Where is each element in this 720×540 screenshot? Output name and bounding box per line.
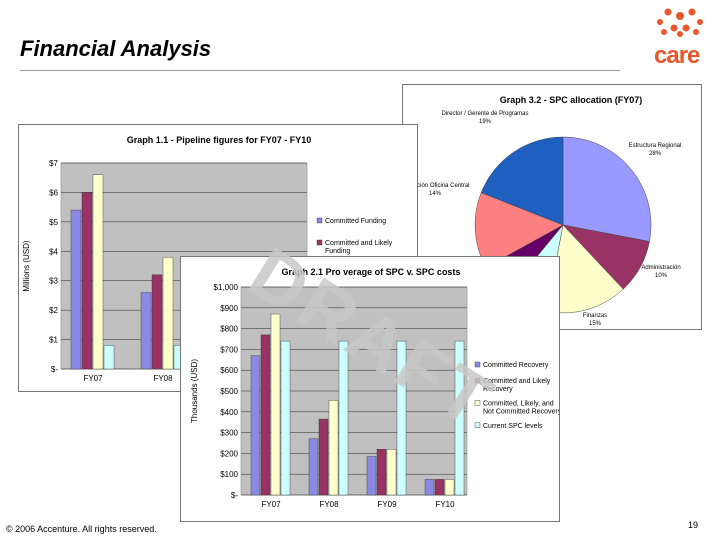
chart-title: Graph 1.1 - Pipeline figures for FY07 - … (127, 135, 312, 145)
x-tick-label: FY08 (319, 500, 339, 509)
y-tick-label: $900 (220, 304, 238, 313)
y-tick-label: $200 (220, 449, 238, 458)
title-divider (20, 70, 620, 71)
care-logo-icon (657, 8, 703, 37)
y-tick-label: $400 (220, 408, 238, 417)
y-tick-label: $500 (220, 387, 238, 396)
care-logo-text: care (654, 42, 700, 69)
y-axis-label: Millions (USD) (22, 240, 31, 291)
bar (444, 479, 455, 496)
y-tick-label: $300 (220, 429, 238, 438)
y-tick-label: $1 (49, 336, 58, 345)
pie-label: Director / Gerente de Programas 19% (441, 111, 528, 125)
bar (366, 456, 377, 496)
y-tick-label: $800 (220, 325, 238, 334)
y-tick-label: $5 (49, 218, 58, 227)
legend-swatch (316, 217, 323, 224)
y-tick-label: $6 (49, 188, 58, 197)
y-tick-label: $2 (49, 306, 58, 315)
bar (386, 449, 397, 496)
bar (103, 345, 115, 370)
pie-label: Administración 10% (641, 265, 680, 279)
bar (70, 209, 82, 370)
bar (270, 313, 281, 496)
x-tick-label: FY10 (435, 500, 455, 509)
bar (376, 449, 387, 496)
pie-slice (480, 136, 564, 226)
pie-label: Finanzas 15% (583, 313, 607, 327)
x-tick-label: FY09 (377, 500, 397, 509)
legend-swatch (474, 400, 481, 406)
legend-label: Committed Funding (325, 218, 386, 225)
legend-swatch (474, 377, 481, 384)
y-tick-label: $600 (220, 366, 238, 375)
chart-title: Graph 2.1 Pro verage of SPC v. SPC costs (282, 267, 461, 277)
y-tick-label: $3 (49, 277, 58, 286)
legend-label: Committed and Likely Recovery (483, 378, 551, 393)
x-tick-label: FY07 (83, 374, 103, 383)
bar (396, 340, 407, 496)
y-axis-label: Thousands (USD) (190, 359, 199, 423)
bar (454, 340, 465, 496)
bar (92, 174, 104, 370)
y-tick-label: $1,000 (214, 283, 239, 292)
x-tick-label: FY08 (153, 374, 173, 383)
copyright-footer: © 2006 Accenture. All rights reserved. (6, 524, 157, 534)
spc-coverage-chart-card: Graph 2.1 Pro verage of SPC v. SPC costs… (180, 256, 560, 522)
legend-swatch (474, 422, 481, 429)
bar (424, 479, 435, 496)
legend-label: Committed and Likely Funding (325, 240, 393, 255)
bar (260, 334, 271, 496)
chart-title: Graph 3.2 - SPC allocation (FY07) (500, 95, 643, 105)
spc-coverage-bar-chart: Graph 2.1 Pro verage of SPC v. SPC costs… (190, 267, 559, 509)
y-tick-label: $7 (49, 159, 58, 168)
bar (280, 340, 291, 496)
legend-label: Committed Recovery (483, 362, 549, 369)
pie-label: Estructura Regional 28% (629, 143, 682, 157)
bar (140, 292, 152, 370)
bar (250, 355, 261, 496)
page-number: 19 (688, 520, 699, 530)
y-tick-label: $- (231, 491, 238, 500)
x-tick-label: FY07 (261, 500, 281, 509)
legend-label: Committed, Likely, and Not Committed Reco… (483, 400, 559, 415)
pie-label: Operación Oficina Central 14% (403, 183, 470, 197)
bar (162, 256, 174, 370)
bar (308, 438, 319, 496)
bar (318, 418, 329, 496)
pie-slice (562, 136, 652, 242)
bar (434, 479, 445, 496)
y-tick-label: $100 (220, 470, 238, 479)
bar (338, 340, 349, 496)
y-tick-label: $700 (220, 345, 238, 354)
bar (328, 400, 339, 496)
legend-swatch (474, 361, 481, 368)
y-tick-label: $4 (49, 247, 58, 256)
y-tick-label: $- (51, 365, 58, 374)
legend-label: Current SPC levels (483, 423, 543, 430)
bar (81, 192, 93, 370)
slide-title: Financial Analysis (20, 36, 212, 61)
legend-swatch (316, 239, 323, 246)
bar (151, 274, 163, 370)
